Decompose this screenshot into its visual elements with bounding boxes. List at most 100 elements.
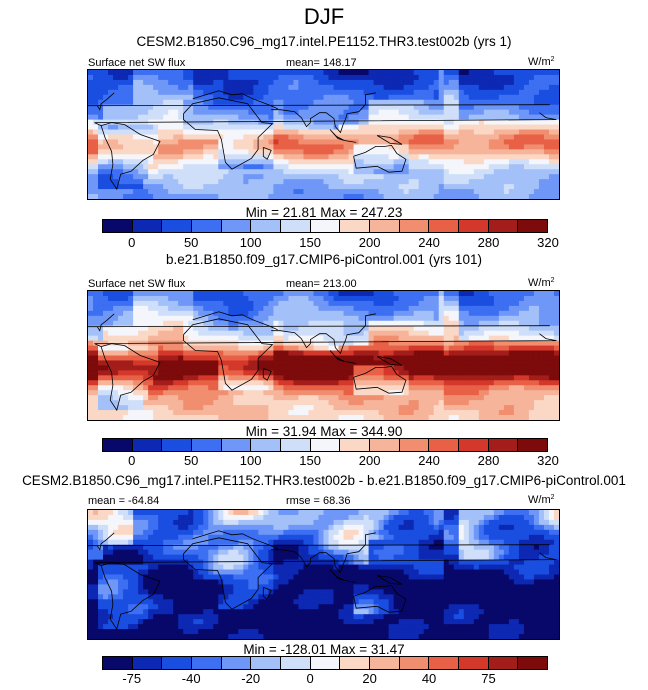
map-field-cell <box>403 169 410 175</box>
map-field-cell <box>473 415 480 420</box>
map-field-cell <box>498 370 505 376</box>
map-field-cell <box>498 355 505 362</box>
map-field-cell <box>493 355 500 362</box>
map-field-cell <box>148 79 154 86</box>
map-field-cell <box>328 325 335 332</box>
map-field-cell <box>418 154 425 160</box>
map-field-cell <box>433 295 440 302</box>
map-field-cell <box>118 345 124 352</box>
map-field-cell <box>243 325 249 332</box>
map-field-cell <box>463 395 470 401</box>
map-field-cell <box>208 320 214 327</box>
map-field-cell <box>113 124 119 131</box>
map-field-cell <box>443 99 450 106</box>
map-field-cell <box>213 380 219 386</box>
map-field-cell <box>118 410 124 416</box>
map-field-cell <box>348 390 355 396</box>
map-field-cell <box>413 194 420 199</box>
map-field-cell <box>138 84 144 91</box>
map-field-cell <box>318 89 325 96</box>
map-field-cell <box>548 94 555 101</box>
map-field-cell <box>123 310 129 317</box>
map-field-cell <box>518 360 525 367</box>
map-field-cell <box>343 405 350 411</box>
map-field-cell <box>128 350 134 357</box>
map-field-cell <box>493 350 500 357</box>
map-field-cell <box>488 360 495 367</box>
map-field-cell <box>538 345 545 352</box>
map-field-cell <box>478 79 485 86</box>
map-field-cell <box>103 310 109 317</box>
map-field-cell <box>508 291 515 297</box>
map-field-cell <box>208 370 214 376</box>
map-field-cell <box>283 99 290 106</box>
map-field-cell <box>423 410 430 416</box>
map-field-cell <box>313 395 320 401</box>
map-field-cell <box>523 415 530 420</box>
map-field-cell <box>203 149 209 155</box>
map-field-cell <box>173 70 179 76</box>
panel-1-minmax: Min = 21.81 Max = 247.23 <box>245 205 403 220</box>
map-field-cell <box>448 179 455 185</box>
map-field-cell <box>123 194 129 199</box>
map-field-cell <box>88 104 94 111</box>
map-field-cell <box>218 70 224 76</box>
map-field-cell <box>88 154 94 160</box>
map-field-cell <box>403 410 410 416</box>
map-field-cell <box>243 305 249 312</box>
map-field-cell <box>408 335 415 342</box>
map-field-cell <box>148 510 154 516</box>
map-field-cell <box>378 179 385 185</box>
map-field-cell <box>138 114 144 121</box>
map-field-cell <box>543 295 550 302</box>
map-field-cell <box>398 84 405 91</box>
map-field-cell <box>348 174 355 180</box>
map-field-cell <box>123 405 129 411</box>
map-field-cell <box>418 159 425 165</box>
map-field-cell <box>553 129 559 136</box>
map-field-cell <box>348 104 355 111</box>
map-field-cell <box>108 79 114 86</box>
map-field-cell <box>283 104 290 111</box>
map-field-cell <box>198 164 204 170</box>
map-field-cell <box>393 189 400 195</box>
map-field-cell <box>333 315 340 322</box>
map-field-cell <box>363 134 370 141</box>
map-field-cell <box>108 94 114 101</box>
map-field-cell <box>513 355 520 362</box>
map-field-cell <box>188 119 194 126</box>
map-field-cell <box>283 305 290 312</box>
map-field-cell <box>383 305 390 312</box>
map-field-cell <box>253 335 259 342</box>
map-field-cell <box>133 159 139 165</box>
map-field-cell <box>418 70 425 76</box>
map-field-cell <box>238 370 244 376</box>
map-field-cell <box>163 189 169 195</box>
map-field-cell <box>153 129 159 136</box>
map-field-cell <box>178 99 184 106</box>
map-field-cell <box>208 385 214 391</box>
map-field-cell <box>503 370 510 376</box>
map-field-cell <box>163 330 169 337</box>
map-field-cell <box>263 360 269 367</box>
map-field-cell <box>548 124 555 131</box>
map-field-cell <box>548 144 555 150</box>
map-field-cell <box>448 89 455 96</box>
map-field-cell <box>538 114 545 121</box>
map-field-cell <box>318 149 325 155</box>
map-field-cell <box>473 104 480 111</box>
map-field-cell <box>358 149 365 155</box>
map-field-cell <box>493 70 500 76</box>
map-field-cell <box>463 104 470 111</box>
map-field-cell <box>473 300 480 307</box>
map-field-cell <box>343 320 350 327</box>
map-field-cell <box>513 89 520 96</box>
map-field-cell <box>498 144 505 150</box>
map-field-cell <box>548 179 555 185</box>
map-field-cell <box>98 395 104 401</box>
map-field-cell <box>188 405 194 411</box>
map-field-cell <box>478 295 485 302</box>
map-field-cell <box>458 315 465 322</box>
map-field-cell <box>293 109 300 116</box>
map-field-cell <box>423 129 430 136</box>
